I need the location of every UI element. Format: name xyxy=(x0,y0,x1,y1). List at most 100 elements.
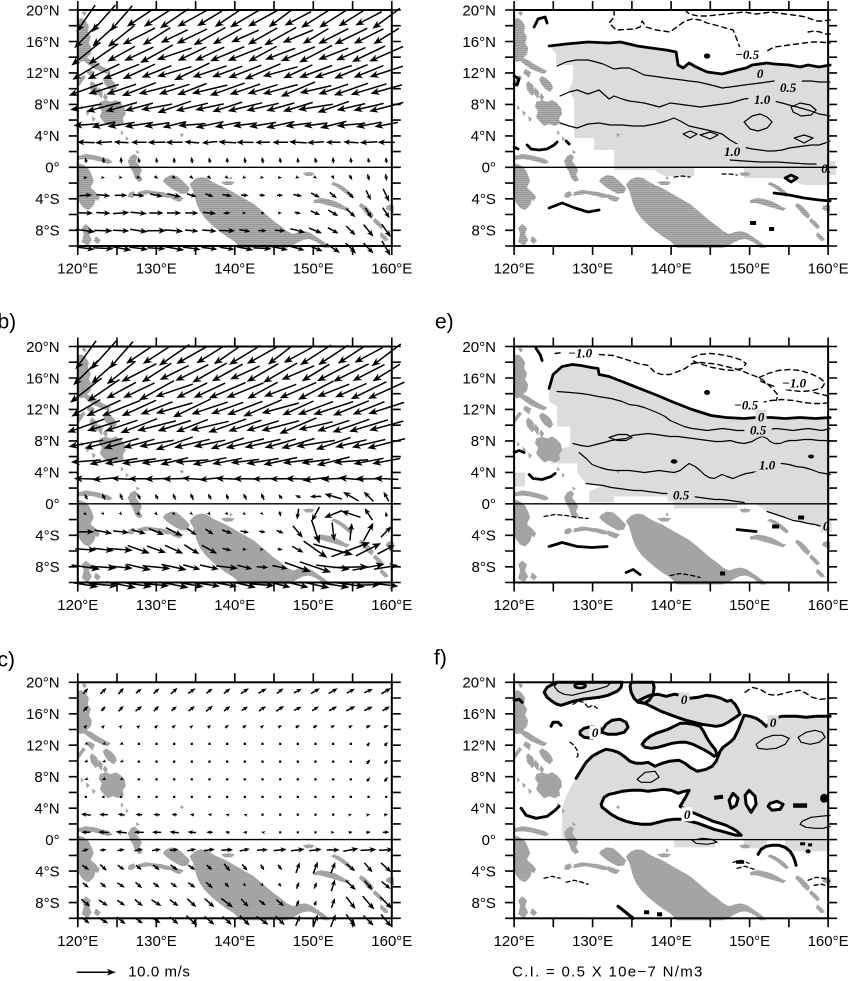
svg-text:c): c) xyxy=(0,649,15,672)
svg-text:4°N: 4°N xyxy=(34,128,59,145)
svg-text:8°S: 8°S xyxy=(35,895,59,912)
svg-text:1.0: 1.0 xyxy=(754,92,771,107)
svg-text:16°N: 16°N xyxy=(26,370,60,387)
svg-text:0: 0 xyxy=(757,66,764,81)
svg-text:150°E: 150°E xyxy=(293,933,334,950)
svg-text:0: 0 xyxy=(592,725,599,740)
svg-text:8°S: 8°S xyxy=(35,559,59,576)
svg-text:130°E: 130°E xyxy=(572,261,613,278)
svg-text:140°E: 140°E xyxy=(214,933,255,950)
svg-text:4°S: 4°S xyxy=(472,863,496,880)
svg-text:−0.5: −0.5 xyxy=(735,47,760,62)
svg-text:0: 0 xyxy=(681,692,688,707)
svg-text:4°S: 4°S xyxy=(35,528,59,545)
svg-text:150°E: 150°E xyxy=(729,933,770,950)
svg-text:b): b) xyxy=(0,311,16,334)
svg-text:0°: 0° xyxy=(482,832,496,849)
svg-text:8°N: 8°N xyxy=(471,97,496,114)
svg-text:160°E: 160°E xyxy=(808,261,849,278)
svg-text:4°S: 4°S xyxy=(35,191,59,208)
svg-text:20°N: 20°N xyxy=(462,2,496,19)
svg-text:120°E: 120°E xyxy=(57,597,98,614)
svg-text:8°N: 8°N xyxy=(471,769,496,786)
svg-text:1.0: 1.0 xyxy=(759,457,776,472)
svg-text:0.5: 0.5 xyxy=(673,487,690,502)
svg-text:160°E: 160°E xyxy=(808,597,849,614)
svg-text:e): e) xyxy=(435,311,454,334)
svg-text:140°E: 140°E xyxy=(651,933,692,950)
svg-text:20°N: 20°N xyxy=(26,2,60,19)
svg-text:0°: 0° xyxy=(45,160,59,177)
svg-text:120°E: 120°E xyxy=(494,933,535,950)
svg-text:120°E: 120°E xyxy=(57,261,98,278)
svg-text:0°: 0° xyxy=(45,832,59,849)
svg-text:120°E: 120°E xyxy=(57,933,98,950)
svg-text:130°E: 130°E xyxy=(572,933,613,950)
svg-text:10.0 m/s: 10.0 m/s xyxy=(128,964,190,981)
svg-text:0.: 0. xyxy=(821,161,831,176)
svg-text:12°N: 12°N xyxy=(462,738,496,755)
svg-text:0: 0 xyxy=(770,715,777,730)
svg-text:f): f) xyxy=(434,647,447,670)
svg-text:8°S: 8°S xyxy=(472,559,496,576)
svg-text:140°E: 140°E xyxy=(214,597,255,614)
svg-text:130°E: 130°E xyxy=(572,597,613,614)
svg-text:0.5: 0.5 xyxy=(750,422,767,437)
svg-text:−0.5: −0.5 xyxy=(734,397,759,412)
svg-text:0: 0 xyxy=(684,807,691,822)
svg-text:150°E: 150°E xyxy=(729,597,770,614)
svg-text:C.I. = 0.5 X 10e−7 N/m3: C.I. = 0.5 X 10e−7 N/m3 xyxy=(512,964,704,981)
svg-text:160°E: 160°E xyxy=(808,933,849,950)
svg-text:130°E: 130°E xyxy=(136,261,177,278)
svg-text:130°E: 130°E xyxy=(136,933,177,950)
svg-text:4°N: 4°N xyxy=(471,128,496,145)
svg-text:20°N: 20°N xyxy=(462,675,496,692)
svg-text:0°: 0° xyxy=(482,160,496,177)
svg-text:140°E: 140°E xyxy=(651,597,692,614)
svg-text:4°N: 4°N xyxy=(34,801,59,818)
svg-text:16°N: 16°N xyxy=(26,34,60,51)
svg-text:20°N: 20°N xyxy=(26,675,60,692)
svg-text:1.0: 1.0 xyxy=(724,144,741,159)
svg-text:150°E: 150°E xyxy=(729,261,770,278)
svg-text:−1.0: −1.0 xyxy=(568,345,593,360)
svg-text:8°S: 8°S xyxy=(472,223,496,240)
svg-text:120°E: 120°E xyxy=(494,261,535,278)
svg-text:12°N: 12°N xyxy=(462,402,496,419)
svg-text:0°: 0° xyxy=(45,496,59,513)
svg-text:12°N: 12°N xyxy=(26,402,60,419)
svg-text:8°S: 8°S xyxy=(472,895,496,912)
svg-text:4°N: 4°N xyxy=(34,465,59,482)
svg-text:0°: 0° xyxy=(482,496,496,513)
svg-text:150°E: 150°E xyxy=(293,261,334,278)
svg-text:16°N: 16°N xyxy=(462,370,496,387)
svg-text:4°S: 4°S xyxy=(472,528,496,545)
svg-text:4°S: 4°S xyxy=(35,863,59,880)
svg-text:140°E: 140°E xyxy=(214,261,255,278)
svg-text:4°S: 4°S xyxy=(472,191,496,208)
svg-text:16°N: 16°N xyxy=(462,34,496,51)
svg-text:16°N: 16°N xyxy=(462,706,496,723)
svg-text:0.5: 0.5 xyxy=(780,80,797,95)
svg-text:8°N: 8°N xyxy=(471,433,496,450)
svg-text:−1.0: −1.0 xyxy=(782,375,807,390)
svg-text:0: 0 xyxy=(758,409,765,424)
svg-text:8°N: 8°N xyxy=(34,433,59,450)
svg-text:8°S: 8°S xyxy=(35,223,59,240)
svg-text:8°N: 8°N xyxy=(34,97,59,114)
svg-text:130°E: 130°E xyxy=(136,597,177,614)
svg-text:12°N: 12°N xyxy=(26,738,60,755)
svg-text:12°N: 12°N xyxy=(26,65,60,82)
svg-text:8°N: 8°N xyxy=(34,769,59,786)
svg-text:120°E: 120°E xyxy=(494,597,535,614)
svg-text:160°E: 160°E xyxy=(371,261,412,278)
svg-text:160°E: 160°E xyxy=(371,597,412,614)
svg-text:4°N: 4°N xyxy=(471,465,496,482)
svg-text:16°N: 16°N xyxy=(26,706,60,723)
svg-text:0: 0 xyxy=(823,518,830,533)
svg-text:4°N: 4°N xyxy=(471,801,496,818)
svg-text:20°N: 20°N xyxy=(26,339,60,356)
svg-text:140°E: 140°E xyxy=(651,261,692,278)
svg-text:20°N: 20°N xyxy=(462,339,496,356)
svg-text:12°N: 12°N xyxy=(462,65,496,82)
